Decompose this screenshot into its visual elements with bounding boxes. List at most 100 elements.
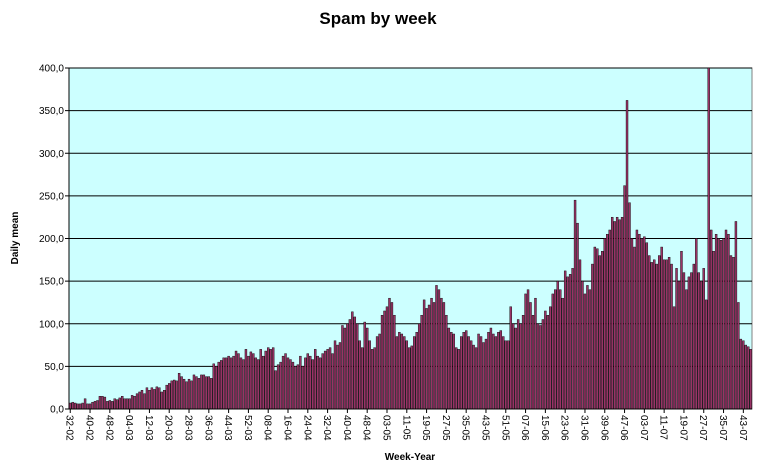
- bar: [222, 357, 225, 410]
- bar: [192, 374, 196, 410]
- bar: [113, 398, 116, 410]
- bar: [71, 401, 74, 410]
- bar: [333, 340, 337, 410]
- bar: [658, 255, 661, 410]
- bar: [118, 397, 121, 410]
- bar: [121, 396, 124, 410]
- bar: [336, 344, 339, 410]
- bar: [541, 319, 545, 410]
- bar: [217, 361, 220, 410]
- bar: [749, 349, 752, 410]
- bar: [153, 389, 156, 410]
- x-tick-label: 12-03: [143, 415, 154, 441]
- bar: [440, 297, 443, 410]
- bar: [610, 216, 614, 410]
- x-tick-label: 24-04: [301, 415, 312, 441]
- bar: [729, 255, 733, 410]
- bar: [145, 387, 149, 410]
- bar: [93, 401, 97, 410]
- bar: [375, 336, 379, 410]
- bar: [383, 310, 386, 410]
- x-tick-label: 16-04: [282, 415, 293, 441]
- bar: [373, 347, 376, 410]
- bar: [598, 255, 601, 410]
- bar: [675, 268, 678, 410]
- bar: [420, 315, 423, 410]
- bar: [413, 336, 416, 410]
- bar: [398, 332, 401, 410]
- bar: [185, 381, 188, 410]
- bar: [393, 315, 396, 410]
- bar: [457, 349, 460, 410]
- bar: [190, 380, 193, 410]
- bar: [521, 315, 525, 410]
- bar: [554, 289, 557, 410]
- bar: [306, 353, 309, 410]
- bar: [739, 338, 743, 410]
- bar: [512, 323, 515, 410]
- y-tick-label: 50,0: [45, 362, 65, 373]
- bar: [135, 393, 139, 410]
- bar: [667, 257, 671, 410]
- y-tick-label: 350,0: [39, 106, 64, 117]
- bar: [331, 353, 334, 410]
- bar: [581, 280, 584, 410]
- bar: [687, 276, 691, 410]
- bar: [304, 357, 307, 410]
- bar: [477, 333, 480, 410]
- bar: [717, 238, 720, 410]
- bar: [81, 402, 84, 410]
- x-tick-label: 47-06: [618, 415, 629, 441]
- bar: [546, 315, 550, 410]
- bar: [390, 302, 394, 410]
- bar: [83, 398, 87, 410]
- bar: [655, 263, 658, 410]
- bar: [489, 327, 493, 410]
- bar: [264, 350, 267, 410]
- bar: [529, 302, 532, 410]
- bar: [284, 353, 287, 410]
- bar: [482, 342, 485, 410]
- bar: [737, 302, 740, 410]
- x-tick-label: 40-02: [84, 415, 95, 441]
- bar: [140, 390, 144, 410]
- bar: [724, 229, 728, 410]
- x-axis-label: Week-Year: [385, 452, 436, 463]
- bar: [628, 202, 631, 410]
- bar: [544, 310, 547, 410]
- bar: [469, 340, 473, 410]
- bar: [323, 350, 327, 410]
- bar: [497, 332, 500, 410]
- bar: [638, 234, 641, 410]
- bar: [603, 238, 606, 410]
- bar: [205, 376, 208, 410]
- bar: [328, 347, 332, 410]
- bar: [212, 363, 215, 410]
- bar: [452, 333, 455, 410]
- bar: [596, 248, 599, 410]
- bar: [158, 387, 161, 410]
- x-tick-label: 07-06: [519, 415, 530, 441]
- bar: [400, 333, 404, 410]
- bar: [168, 383, 171, 410]
- bar: [601, 251, 604, 410]
- bar: [252, 353, 255, 410]
- bar: [479, 336, 483, 410]
- x-tick-label: 27-05: [440, 415, 451, 441]
- bar: [130, 395, 134, 410]
- x-tick-label: 04-03: [123, 415, 134, 441]
- x-tick-label: 48-04: [361, 415, 372, 441]
- bar: [719, 240, 723, 410]
- bar: [415, 332, 418, 410]
- bar: [200, 374, 203, 410]
- bar: [586, 285, 589, 410]
- x-tick-label: 03-05: [380, 415, 391, 441]
- bar: [492, 333, 495, 410]
- bar: [618, 219, 621, 410]
- bar: [289, 359, 292, 410]
- bar: [98, 396, 102, 410]
- bar: [450, 332, 453, 410]
- bar: [165, 384, 168, 410]
- bar: [316, 355, 319, 410]
- chart-title: Spam by week: [319, 9, 437, 28]
